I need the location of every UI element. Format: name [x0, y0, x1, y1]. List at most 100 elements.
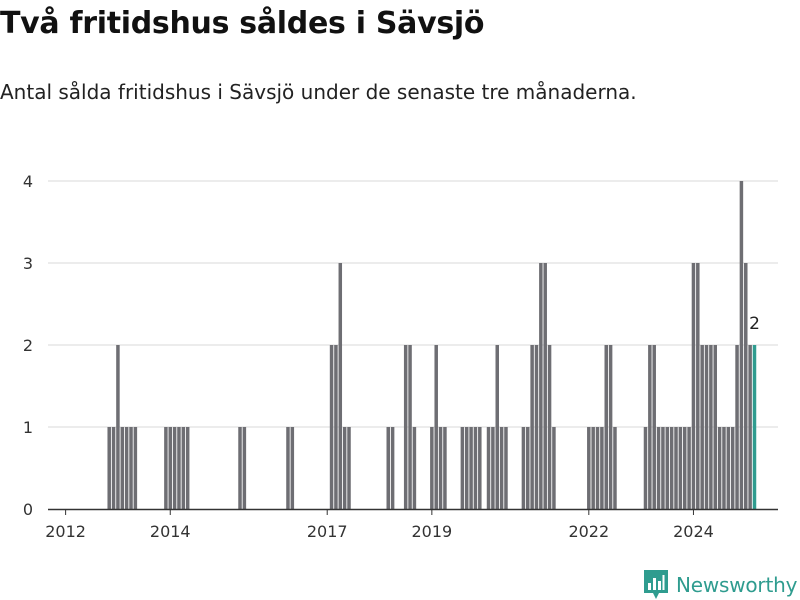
bar [111, 427, 116, 509]
bar [600, 427, 604, 509]
bar [591, 427, 595, 509]
bar-chart: 0 1 2 3 4 2012 2014 2017 2019 2022 2024 2 [23, 172, 778, 541]
x-tick-label: 2012 [45, 522, 86, 541]
bar [181, 427, 186, 509]
bar [661, 427, 665, 509]
y-tick-label: 1 [23, 418, 33, 437]
bar [652, 345, 656, 509]
bar [129, 427, 133, 509]
bar [491, 427, 495, 509]
bar [521, 427, 526, 509]
bar [495, 345, 499, 509]
x-tick-label: 2024 [673, 522, 714, 541]
bar [709, 345, 713, 509]
bar [726, 427, 731, 509]
bar [696, 263, 700, 509]
bar [735, 345, 739, 509]
bar [739, 181, 744, 509]
bar [464, 427, 469, 509]
last-value-label: 2 [749, 314, 760, 334]
bar [595, 427, 600, 509]
chart-title: Två fritidshus såldes i Sävsjö [0, 6, 485, 41]
brand-logo: Newsworthy [644, 570, 797, 600]
bar [691, 263, 696, 509]
bar [334, 345, 338, 509]
bar [717, 427, 722, 509]
bar [473, 427, 478, 509]
bar [290, 427, 295, 509]
bar [177, 427, 181, 509]
bar [687, 427, 691, 509]
bar [713, 345, 717, 509]
x-tick-label: 2017 [307, 522, 348, 541]
y-tick-label: 0 [23, 500, 33, 519]
bar [120, 427, 125, 509]
bar [338, 263, 343, 509]
bar [168, 427, 172, 509]
bar [242, 427, 247, 509]
bar [499, 427, 504, 509]
x-tick-label: 2022 [568, 522, 609, 541]
bar [443, 427, 447, 509]
bar [386, 427, 390, 509]
bar [587, 427, 591, 509]
x-tick-label: 2014 [150, 522, 191, 541]
bar [704, 345, 709, 509]
bar [678, 427, 683, 509]
bar [460, 427, 465, 509]
bar [342, 427, 347, 509]
bar-highlighted [752, 345, 757, 509]
bar [185, 427, 190, 509]
bar [744, 263, 748, 509]
bar [643, 427, 648, 509]
bar [748, 345, 752, 509]
y-tick-label: 2 [23, 336, 33, 355]
bar [486, 427, 491, 509]
bar [665, 427, 670, 509]
y-tick-label: 4 [23, 172, 33, 191]
bar [656, 427, 661, 509]
x-tick-label: 2019 [411, 522, 452, 541]
bar [172, 427, 177, 509]
bar [682, 427, 687, 509]
bar [412, 427, 417, 509]
bar [648, 345, 652, 509]
bar [534, 345, 539, 509]
bar [238, 427, 242, 509]
bar [329, 345, 334, 509]
bar [504, 427, 508, 509]
bar [722, 427, 726, 509]
bar [116, 345, 120, 509]
bar [604, 345, 608, 509]
bar [478, 427, 482, 509]
y-tick-label: 3 [23, 254, 33, 273]
bar [434, 345, 438, 509]
bar [552, 427, 556, 509]
bar [390, 427, 395, 509]
bar [469, 427, 473, 509]
bar [526, 427, 530, 509]
bar [669, 427, 674, 509]
bar [438, 427, 443, 509]
bar [286, 427, 290, 509]
bar [539, 263, 543, 509]
bar [107, 427, 111, 509]
bar [674, 427, 678, 509]
bar [133, 427, 138, 509]
bar [547, 345, 552, 509]
bar [430, 427, 434, 509]
bar [347, 427, 351, 509]
chart-subtitle: Antal sålda fritidshus i Sävsjö under de… [0, 80, 637, 104]
bar [730, 427, 735, 509]
brand-name: Newsworthy [676, 573, 798, 597]
bar [408, 345, 412, 509]
newsworthy-logo-icon [644, 570, 668, 599]
bar [700, 345, 704, 509]
bar [543, 263, 547, 509]
bar [613, 427, 617, 509]
bar [124, 427, 129, 509]
bar [608, 345, 613, 509]
bar [164, 427, 168, 509]
bar [530, 345, 534, 509]
bar [403, 345, 408, 509]
